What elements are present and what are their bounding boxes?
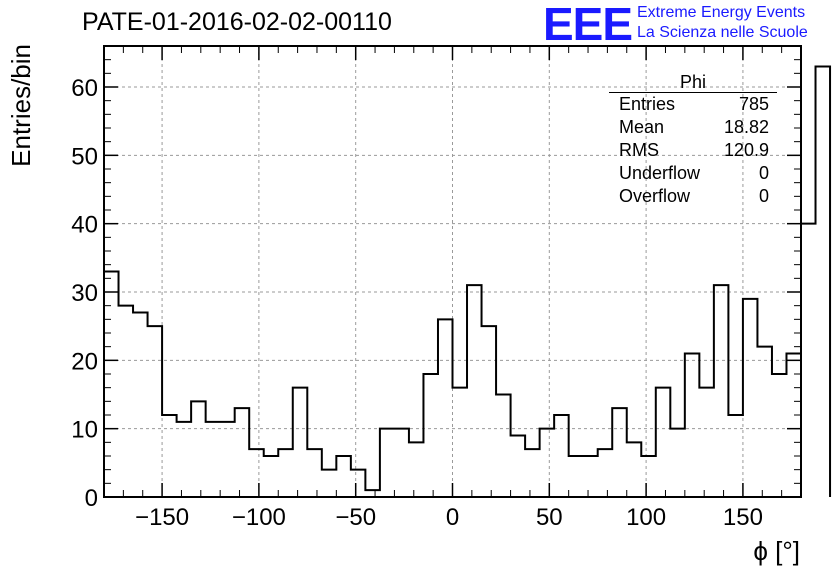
stats-label: Overflow <box>619 186 691 206</box>
x-tick-label: −150 <box>135 504 189 531</box>
x-tick-label: −100 <box>232 504 286 531</box>
stats-row-rms: RMS 120.9 <box>609 139 777 162</box>
y-tick-label: 50 <box>71 143 98 170</box>
tick-labels: −150 −100 −50 0 50 100 150 0 10 20 30 40 50 60 <box>71 75 763 531</box>
stats-label: Underflow <box>619 163 701 183</box>
axis-ticks <box>104 46 801 498</box>
stats-value: 0 <box>758 186 769 206</box>
stats-value: 18.82 <box>723 117 769 137</box>
histogram-line <box>103 65 832 497</box>
logo-caption-line1: Extreme Energy Events <box>637 4 806 21</box>
x-tick-label: 0 <box>446 504 459 531</box>
logo-caption-line2: La Scienza nelle Scuole <box>637 24 808 41</box>
y-tick-label: 10 <box>71 417 98 444</box>
y-tick-label: 30 <box>71 280 98 307</box>
stats-label: RMS <box>619 140 659 160</box>
run-title: PATE-01-2016-02-02-00110 <box>82 8 392 36</box>
stats-row-underflow: Underflow 0 <box>609 162 777 185</box>
stats-row-entries: Entries 785 <box>609 93 777 116</box>
stats-row-mean: Mean 18.82 <box>609 116 777 139</box>
y-tick-label: 0 <box>85 485 98 512</box>
y-tick-label: 40 <box>71 212 98 239</box>
y-axis-label: Entries/bin <box>6 44 36 167</box>
stats-row-overflow: Overflow 0 <box>609 185 777 208</box>
logo-caption: Extreme Energy Events La Scienza nelle S… <box>637 3 808 43</box>
stats-value: 0 <box>758 163 769 183</box>
stats-value: 785 <box>738 94 769 114</box>
x-tick-label: −50 <box>335 504 376 531</box>
y-tick-label: 20 <box>71 348 98 375</box>
x-tick-label: 150 <box>723 504 763 531</box>
stats-box: Phi Entries 785 Mean 18.82 RMS 120.9 Und… <box>609 72 777 208</box>
x-tick-label: 100 <box>626 504 666 531</box>
x-tick-label: 50 <box>536 504 563 531</box>
x-axis-label: ϕ [°] <box>753 536 800 566</box>
stats-value: 120.9 <box>723 140 769 160</box>
stats-label: Entries <box>619 94 676 114</box>
stats-title: Phi <box>609 72 777 93</box>
eee-logo: EEE <box>543 0 633 50</box>
stats-label: Mean <box>619 117 665 137</box>
y-tick-label: 60 <box>71 75 98 102</box>
